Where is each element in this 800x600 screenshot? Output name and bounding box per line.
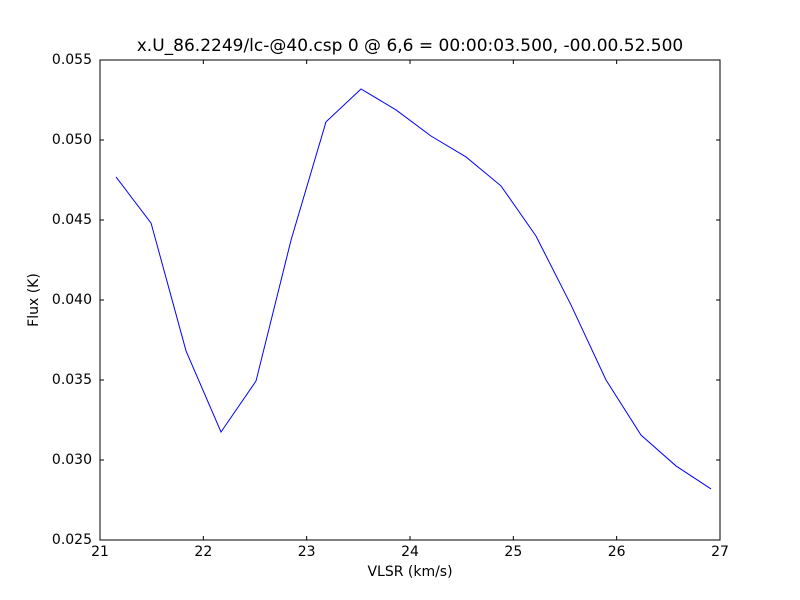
data-line bbox=[115, 88, 712, 490]
y-axis-label: Flux (K) bbox=[26, 273, 42, 327]
y-tick-label: 0.050 bbox=[52, 132, 92, 148]
x-tick-label: 22 bbox=[194, 544, 212, 560]
x-tick-label: 27 bbox=[711, 544, 729, 560]
x-tick-label: 23 bbox=[298, 544, 316, 560]
y-tick-label: 0.040 bbox=[52, 292, 92, 308]
plot-frame bbox=[99, 59, 721, 541]
y-tick-label: 0.035 bbox=[52, 372, 92, 388]
y-tick-label: 0.055 bbox=[52, 52, 92, 68]
y-tick-label: 0.030 bbox=[52, 452, 92, 468]
x-tick-label: 25 bbox=[504, 544, 522, 560]
x-tick-label: 21 bbox=[91, 544, 109, 560]
x-tick-label: 24 bbox=[401, 544, 419, 560]
y-tick-label: 0.025 bbox=[52, 532, 92, 548]
chart-title: x.U_86.2249/lc-@40.csp 0 @ 6,6 = 00:00:0… bbox=[137, 36, 683, 56]
x-tick-label: 26 bbox=[608, 544, 626, 560]
y-tick-label: 0.045 bbox=[52, 212, 92, 228]
x-axis-label: VLSR (km/s) bbox=[367, 564, 452, 580]
